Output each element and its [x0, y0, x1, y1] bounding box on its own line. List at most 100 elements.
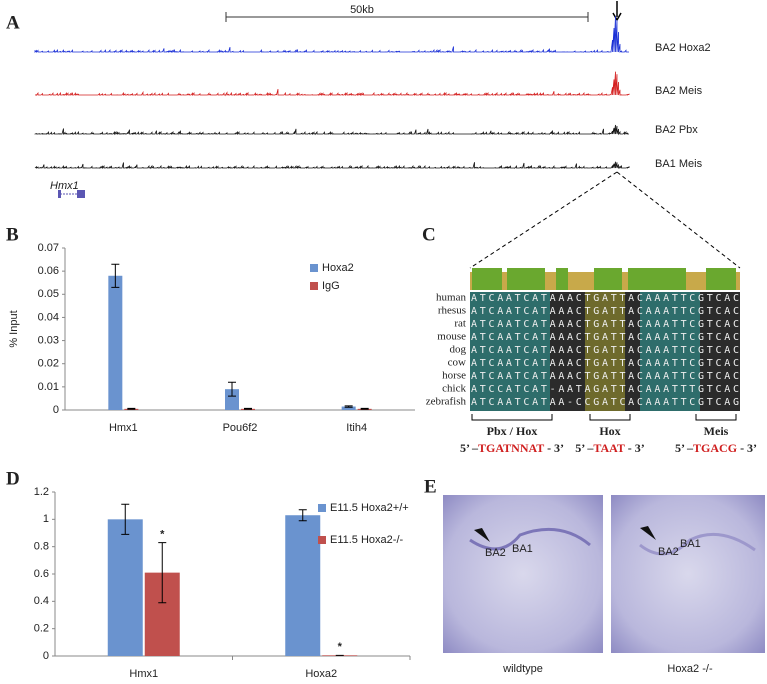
legend-swatch	[318, 504, 326, 512]
species: horse	[442, 370, 466, 382]
legend-label: Hoxa2	[322, 262, 354, 274]
y-tick-label: 0.02	[38, 358, 59, 370]
zoom-line	[469, 171, 618, 269]
image-label: BA2	[658, 546, 679, 558]
tissue-outline	[469, 527, 591, 551]
bar	[225, 389, 239, 410]
embryo-image	[443, 495, 603, 653]
panel-letter: A	[6, 12, 20, 33]
y-tick-label: 0.07	[38, 242, 59, 254]
motif-part: 5’ –	[575, 441, 594, 455]
motif-part: 5’ –	[460, 441, 479, 455]
error-bar	[298, 509, 307, 522]
species: mouse	[437, 331, 466, 343]
species: dog	[450, 344, 467, 356]
y-tick-label: 0.03	[38, 334, 59, 346]
error-bar	[158, 542, 167, 604]
alignment: human ATCAATCATAAACTGATTACAAATTCGTCAC rhes…	[426, 292, 739, 408]
track-label: BA2 Meis	[655, 85, 703, 97]
panel-letter: E	[424, 476, 437, 497]
tracks: BA2 Hoxa2 BA2 Meis BA2 Pbx BA1 Meis	[34, 15, 711, 170]
y-tick-label: 0	[53, 404, 59, 416]
embryo-image	[611, 495, 765, 653]
y-tick-label: 0.6	[34, 568, 49, 580]
annotation: *	[338, 641, 343, 653]
arrowhead	[640, 526, 656, 540]
bar	[107, 519, 143, 656]
error-bar	[360, 407, 369, 410]
track-label: BA1 Meis	[655, 158, 703, 170]
y-tick-label: 0.05	[38, 288, 59, 300]
legend-swatch	[318, 536, 326, 544]
error-bar	[244, 407, 252, 410]
sequence: ATCAATCATAAACTGATTACAAATTCGTCAC	[471, 371, 739, 382]
motif: 5’ –TGATNNAT - 3’	[460, 441, 564, 455]
sequence: ATCAATCATAAACTGATTACAAATTCGTCAC	[471, 293, 739, 304]
bar	[108, 275, 123, 410]
track-label: BA2 Pbx	[655, 124, 698, 136]
legend-label: IgG	[322, 280, 340, 292]
annotation: *	[160, 528, 165, 540]
error-bar	[344, 405, 353, 408]
track	[34, 71, 630, 97]
motif-part: - 3’	[625, 441, 645, 455]
y-tick-label: 0.4	[34, 595, 49, 607]
arrowhead	[474, 528, 490, 542]
species: human	[436, 292, 466, 304]
image-label: BA1	[512, 543, 533, 555]
panel-letter: B	[6, 224, 19, 245]
track	[34, 161, 630, 170]
error-bar	[121, 503, 130, 535]
sequence: ATCAATCATAAACTGATTACAAATTCGTCAC	[471, 332, 739, 343]
scale-label: 50kb	[350, 4, 374, 16]
sites: Pbx / Hox 5’ –TGATNNAT - 3’ Hox 5’ –TAAT - …	[460, 424, 757, 455]
sequence: ATCAATCATAA-CCGATCACAAATTCGTCAG	[471, 397, 739, 408]
y-tick-label: 1.2	[34, 486, 49, 498]
error-bar	[228, 381, 236, 397]
y-tick-label: 0.2	[34, 623, 49, 635]
gene-exon	[77, 190, 85, 198]
y-tick-label: 0.06	[38, 265, 59, 277]
x-tick-label: Hmx1	[109, 422, 138, 434]
tissue-outline	[639, 532, 756, 556]
species: cow	[448, 357, 466, 369]
x-tick-label: Pou6f2	[223, 422, 258, 434]
track-label: BA2 Hoxa2	[655, 42, 711, 54]
sequence: ATCAATCATAAACTGATTACAAATTCGTCAC	[471, 306, 739, 317]
motif-part: TGACG	[693, 441, 737, 455]
x-tick-label: Hmx1	[129, 668, 158, 680]
sequence: ATCAATCATAAACTGATTACAAATTCGTCAC	[471, 319, 739, 330]
sequence: ATCAATCATAAACTGATTACAAATTCGTCAC	[471, 358, 739, 369]
species: zebrafish	[426, 396, 467, 408]
motif: 5’ –TAAT - 3’	[575, 441, 644, 455]
image-caption: wildtype	[502, 663, 543, 675]
species: rhesus	[438, 305, 466, 317]
alignment-shade	[640, 292, 700, 411]
image-caption: Hoxa2 -/-	[667, 663, 713, 675]
site-name: Meis	[704, 424, 729, 438]
legend-swatch	[310, 282, 318, 290]
species: rat	[454, 318, 466, 330]
site-name: Pbx / Hox	[487, 424, 538, 438]
sequence: ATCAATCATAAACTGATTACAAATTCGTCAC	[471, 345, 739, 356]
gene-exon	[58, 190, 61, 198]
species: chick	[442, 383, 466, 395]
zoom-line	[616, 171, 741, 269]
motif-part: - 3’	[544, 441, 564, 455]
alignment-shade	[585, 292, 625, 411]
alignment-shade	[470, 292, 550, 411]
image-label: BA2	[485, 547, 506, 559]
chart-b: 0 0.01 0.02 0.03 0.04 0.05 0.06 0.07 % Input Hmx1…	[8, 242, 415, 434]
motif-part: - 3’	[737, 441, 757, 455]
site-name: Hox	[599, 424, 620, 438]
y-tick-label: 0.01	[38, 381, 59, 393]
chart-d: 0 0.2 0.4 0.6 0.8 1 1.2 Hmx1 Hoxa2 E11.5 Hoxa2+/+…	[34, 486, 411, 680]
y-tick-label: 1	[43, 513, 49, 525]
brackets	[471, 414, 737, 421]
gene-label: Hmx1	[50, 180, 79, 192]
legend-label: E11.5 Hoxa2+/+	[330, 502, 409, 514]
track	[34, 124, 629, 136]
legend-label: E11.5 Hoxa2-/-	[330, 534, 404, 546]
y-tick-label: 0	[43, 650, 49, 662]
